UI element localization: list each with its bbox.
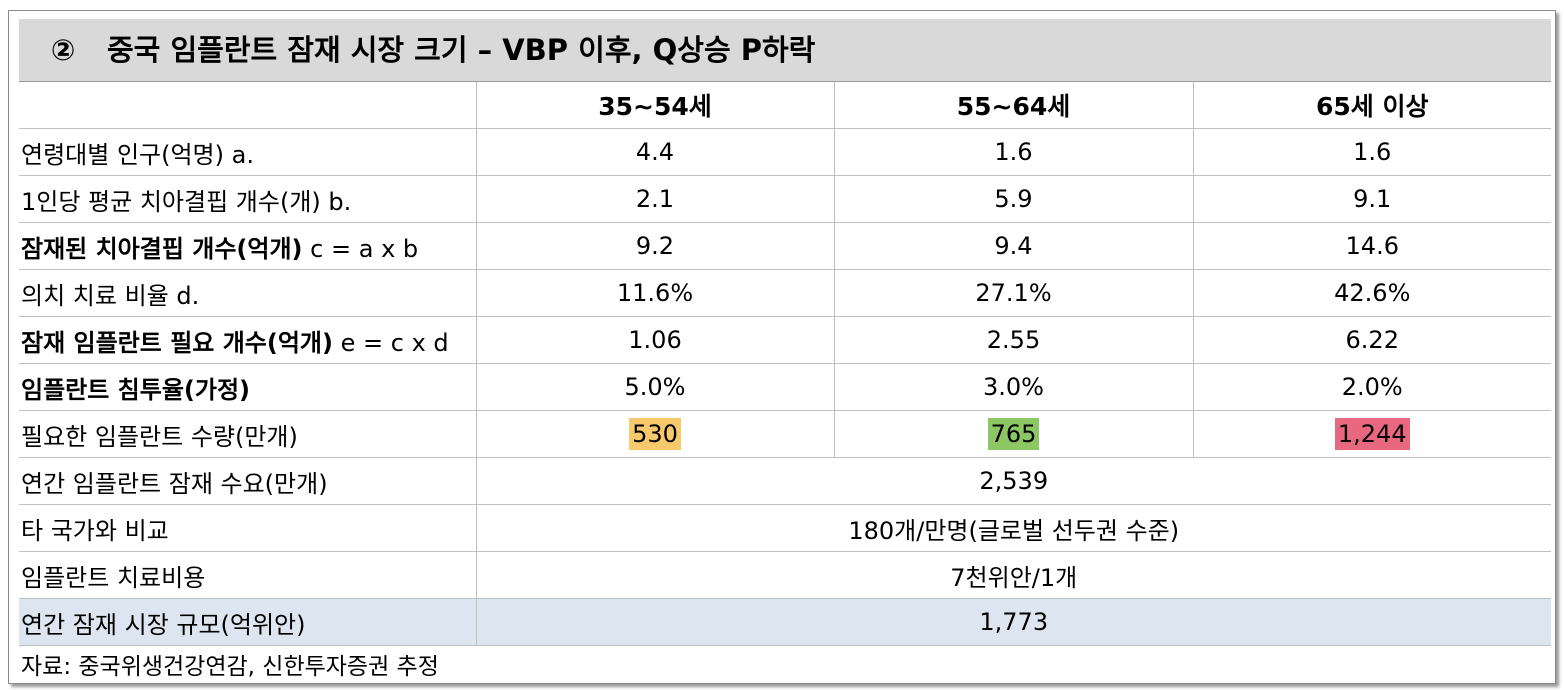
header-cell: 65세 이상 [1192, 82, 1551, 129]
row: 1인당 평균 치아결핍 개수(개) b. 2.1 5.9 9.1 [19, 175, 1551, 223]
cell-value: 6.22 [1345, 326, 1399, 354]
cell-value: 5.9 [994, 185, 1033, 213]
row-label-text: 필요한 임플란트 수량(만개) [21, 422, 298, 451]
cell-value: 4.4 [635, 138, 675, 166]
marker: ② [50, 33, 76, 67]
row-label-text: 의치 치료 비율 d. [21, 281, 200, 310]
cell: 9.1 [1192, 175, 1551, 223]
row-label-text: e = c x d [340, 328, 449, 357]
cell: 9.4 [833, 222, 1193, 270]
cell: 14.6 [1192, 222, 1551, 270]
row-label-bold: 잠재 임플란트 필요 개수(억개) [21, 328, 333, 357]
cell: 27.1% [833, 269, 1193, 317]
cell-value: 765 [987, 418, 1040, 450]
cell: 530 [475, 410, 834, 458]
cell-value: 2.0% [1341, 373, 1403, 401]
cell-value: 1,773 [979, 608, 1049, 636]
header-cell [19, 82, 476, 129]
row-label-bold: 잠재된 치아결핍 개수(억개) [21, 234, 303, 263]
cell-value: 3.0% [983, 373, 1044, 401]
cell-value: 1,244 [1334, 418, 1410, 450]
cell: 11.6% [475, 269, 834, 317]
table: 35~54세 55~64세 65세 이상 연령대별 인구(억명) a. 4.4 1.6 1… [19, 82, 1551, 646]
cell: 1,773 [475, 598, 1551, 646]
row-label: 의치 치료 비율 d. [19, 269, 476, 317]
row: 연령대별 인구(억명) a. 4.4 1.6 1.6 [19, 128, 1551, 176]
title-bar: ② 중국 임플란트 잠재 시장 크기 – VBP 이후, Q상승 P하락 [19, 19, 1551, 82]
row-label: 임플란트 치료비용 [19, 551, 476, 599]
row-label-text: 임플란트 치료비용 [21, 563, 206, 592]
row-label-text: 연간 임플란트 잠재 수요(만개) [21, 469, 328, 498]
title: 중국 임플란트 잠재 시장 크기 – VBP 이후, Q상승 P하락 [107, 33, 816, 67]
cell-value: 14.6 [1345, 232, 1399, 260]
cell-value: 1.06 [628, 326, 682, 354]
row: 임플란트 치료비용 7천위안/1개 [19, 551, 1551, 599]
cell: 765 [833, 410, 1193, 458]
row: 필요한 임플란트 수량(만개) 530 765 1,244 [19, 410, 1551, 458]
cell-value: 27.1% [975, 279, 1052, 307]
header-row: 35~54세 55~64세 65세 이상 [19, 82, 1551, 129]
cell: 3.0% [833, 363, 1193, 411]
cell-value: 9.2 [635, 232, 675, 260]
cell: 7천위안/1개 [475, 551, 1551, 599]
header-cell: 55~64세 [833, 82, 1193, 129]
cell-value: 9.4 [994, 232, 1033, 260]
row: 잠재 임플란트 필요 개수(억개) e = c x d 1.06 2.55 6.22 [19, 316, 1551, 364]
row-label-bold: 임플란트 침투율(가정) [21, 375, 251, 404]
row-label: 임플란트 침투율(가정) [19, 363, 476, 411]
cell-value: 9.1 [1353, 185, 1392, 213]
cell-value: 1.6 [994, 138, 1033, 166]
row-label: 연간 잠재 시장 규모(억위안) [19, 598, 476, 646]
cell-value: 2,539 [979, 467, 1049, 495]
cell-value: 11.6% [616, 279, 694, 307]
row-label-text: 1인당 평균 치아결핍 개수(개) b. [21, 187, 352, 216]
row: 연간 임플란트 잠재 수요(만개) 2,539 [19, 457, 1551, 505]
row: 임플란트 침투율(가정) 5.0% 3.0% 2.0% [19, 363, 1551, 411]
row-label: 연간 임플란트 잠재 수요(만개) [19, 457, 476, 505]
row: 잠재된 치아결핍 개수(억개) c = a x b 9.2 9.4 14.6 [19, 222, 1551, 270]
cell-value: 7천위안/1개 [950, 563, 1078, 592]
header-cell: 35~54세 [475, 82, 834, 129]
cell-value: 1.6 [1353, 138, 1392, 166]
row-label-text: c = a x b [310, 234, 419, 263]
cell: 42.6% [1192, 269, 1551, 317]
cell-value: 42.6% [1334, 279, 1411, 307]
cell-value: 530 [629, 418, 681, 450]
row: 연간 잠재 시장 규모(억위안) 1,773 [19, 598, 1551, 646]
cell: 180개/만명(글로벌 선두권 수준) [475, 504, 1551, 552]
cell: 4.4 [475, 128, 834, 176]
row: 의치 치료 비율 d. 11.6% 27.1% 42.6% [19, 269, 1551, 317]
cell: 5.0% [475, 363, 834, 411]
cell: 1,244 [1192, 410, 1551, 458]
cell-value: 5.0% [624, 373, 686, 401]
cell-value: 2.55 [986, 326, 1041, 354]
cell: 2.0% [1192, 363, 1551, 411]
cell: 6.22 [1192, 316, 1551, 364]
row-label: 타 국가와 비교 [19, 504, 476, 552]
row-label: 잠재된 치아결핍 개수(억개) c = a x b [19, 222, 476, 270]
cell: 1.6 [833, 128, 1193, 176]
row-label-text: 연간 잠재 시장 규모(억위안) [21, 610, 306, 639]
source: 자료: 중국위생건강연감, 신한투자증권 추정 [21, 654, 439, 680]
cell: 9.2 [475, 222, 834, 270]
row-label: 1인당 평균 치아결핍 개수(개) b. [19, 175, 476, 223]
row-label: 필요한 임플란트 수량(만개) [19, 410, 476, 458]
cell: 2.55 [833, 316, 1193, 364]
cell-value: 2.1 [635, 185, 675, 213]
cell: 2,539 [475, 457, 1551, 505]
row-label: 잠재 임플란트 필요 개수(억개) e = c x d [19, 316, 476, 364]
row-label-text: 타 국가와 비교 [21, 516, 169, 545]
panel: ② 중국 임플란트 잠재 시장 크기 – VBP 이후, Q상승 P하락 35~5… [8, 10, 1556, 684]
cell: 1.06 [475, 316, 834, 364]
cell-value: 180개/만명(글로벌 선두권 수준) [848, 516, 1180, 545]
cell: 1.6 [1192, 128, 1551, 176]
cell: 2.1 [475, 175, 834, 223]
row-label-text: 연령대별 인구(억명) a. [21, 140, 254, 169]
row-label: 연령대별 인구(억명) a. [19, 128, 476, 176]
row: 타 국가와 비교 180개/만명(글로벌 선두권 수준) [19, 504, 1551, 552]
cell: 5.9 [833, 175, 1193, 223]
